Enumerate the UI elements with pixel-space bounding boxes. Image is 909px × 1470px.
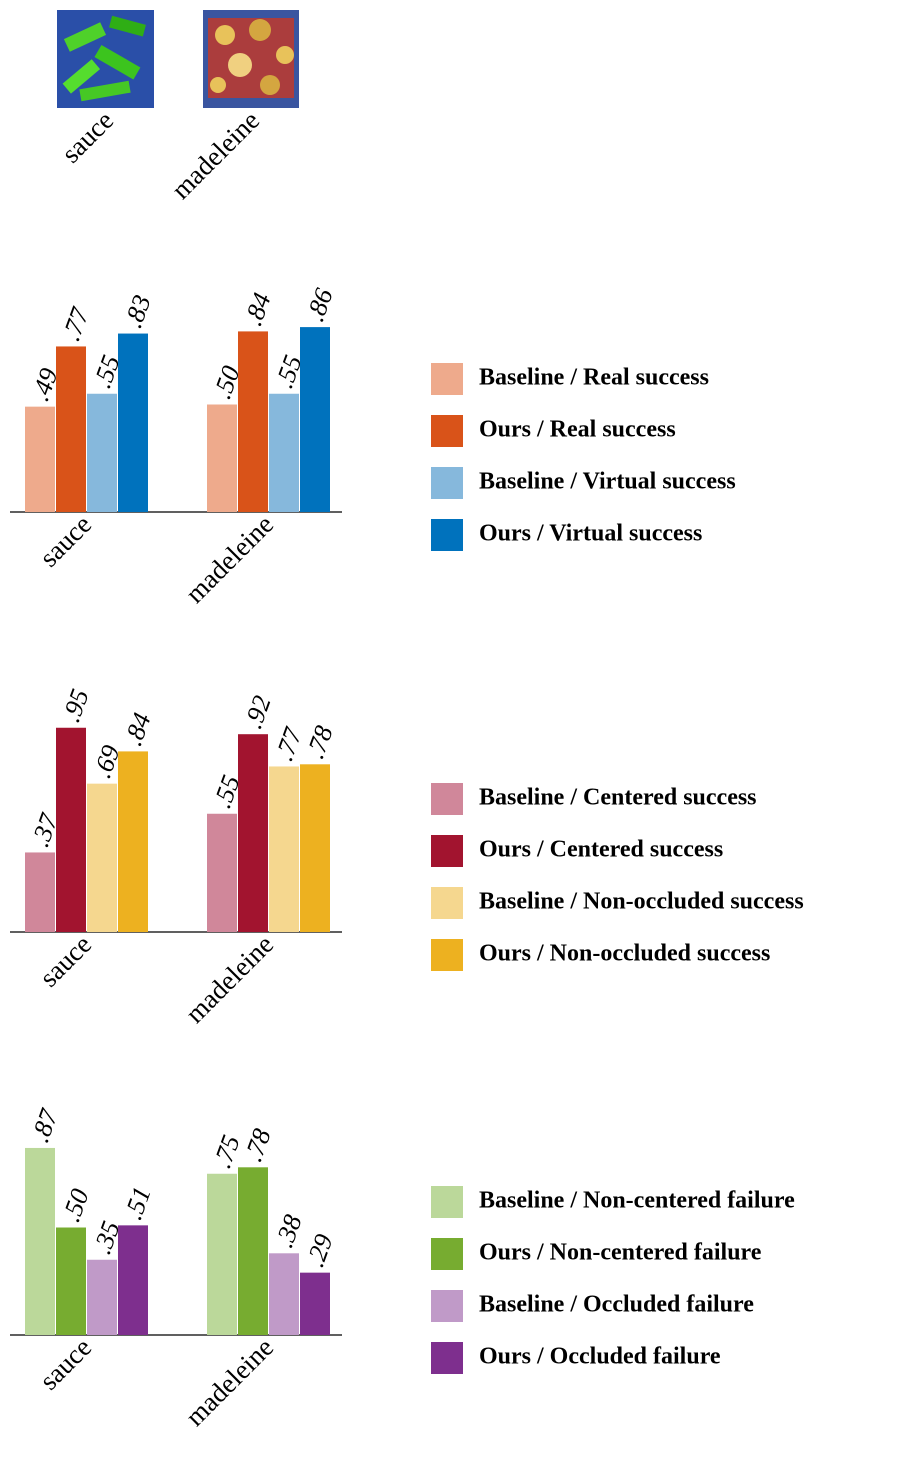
x-tick-label: sauce (34, 929, 98, 993)
legend-swatch (431, 1342, 463, 1374)
value-label: .51 (118, 1183, 156, 1223)
bar (87, 783, 117, 932)
legend-label: Baseline / Real success (479, 365, 709, 391)
bar (269, 766, 299, 932)
bar (269, 393, 299, 512)
value-label: .83 (118, 291, 156, 331)
value-label: .78 (238, 1125, 276, 1165)
value-label: .50 (56, 1185, 94, 1225)
legend-swatch (431, 519, 463, 551)
value-label: .78 (300, 722, 338, 762)
x-tick-label: sauce (34, 1332, 98, 1396)
value-label: .84 (238, 289, 276, 329)
bar (87, 393, 117, 512)
value-label: .86 (300, 285, 338, 325)
bar (118, 1225, 148, 1335)
bar (238, 734, 268, 932)
x-tick-label: madeleine (180, 1332, 280, 1432)
legend-swatch (431, 939, 463, 971)
value-label: .29 (300, 1230, 338, 1270)
legend-swatch (431, 363, 463, 395)
image-label: sauce (56, 105, 120, 169)
legend-swatch (431, 1186, 463, 1218)
bar (118, 333, 148, 512)
legend-swatch (431, 1290, 463, 1322)
value-label: .77 (269, 723, 308, 764)
legend-label: Ours / Centered success (479, 837, 723, 863)
bar (56, 1227, 86, 1335)
legend-swatch (431, 783, 463, 815)
bar (207, 404, 237, 512)
bar (25, 406, 55, 512)
legend-label: Baseline / Non-occluded success (479, 889, 804, 915)
value-label: .38 (269, 1211, 307, 1251)
bar (300, 327, 330, 512)
legend-label: Baseline / Centered success (479, 785, 757, 811)
bar (238, 331, 268, 512)
bar (207, 813, 237, 932)
bar (269, 1253, 299, 1335)
x-tick-label: madeleine (180, 929, 280, 1029)
bar (118, 751, 148, 932)
bar (25, 1147, 55, 1335)
thumbnail (57, 10, 154, 108)
legend-label: Ours / Virtual success (479, 521, 702, 547)
bar (87, 1259, 117, 1335)
value-label: .95 (56, 685, 94, 725)
legend-swatch (431, 835, 463, 867)
legend-swatch (431, 467, 463, 499)
x-tick-label: sauce (34, 509, 98, 573)
legend-swatch (431, 415, 463, 447)
bar (207, 1173, 237, 1335)
bar (56, 727, 86, 932)
legend-swatch (431, 1238, 463, 1270)
bar (238, 1167, 268, 1335)
value-label: .84 (118, 709, 156, 749)
legend-label: Baseline / Non-centered failure (479, 1188, 795, 1214)
bar (300, 764, 330, 932)
legend-swatch (431, 887, 463, 919)
legend-label: Ours / Real success (479, 417, 676, 443)
value-label: .92 (238, 692, 276, 732)
bar (56, 346, 86, 512)
value-label: .87 (25, 1105, 64, 1146)
thumbnail (203, 10, 299, 108)
legend-label: Baseline / Occluded failure (479, 1292, 754, 1318)
x-tick-label: madeleine (180, 509, 280, 609)
legend-label: Ours / Non-centered failure (479, 1240, 762, 1266)
image-label: madeleine (166, 105, 266, 205)
legend-label: Ours / Occluded failure (479, 1344, 721, 1370)
bar (300, 1272, 330, 1335)
legend-label: Baseline / Virtual success (479, 469, 736, 495)
value-label: .77 (56, 303, 95, 344)
bar (25, 852, 55, 932)
legend-label: Ours / Non-occluded success (479, 941, 770, 967)
